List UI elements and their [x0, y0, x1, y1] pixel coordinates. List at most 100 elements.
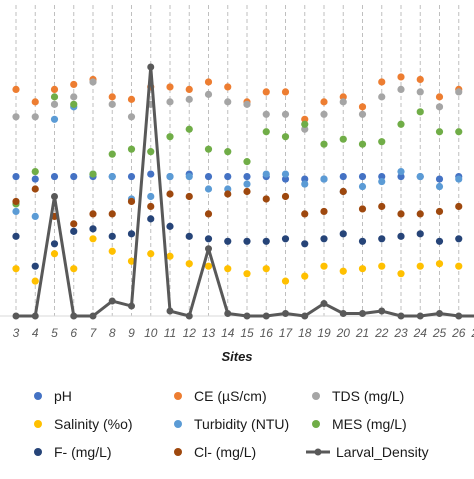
x-tick-label: 13	[202, 326, 216, 340]
salinity-o-point	[397, 270, 405, 278]
f-mg-l-point	[89, 225, 97, 233]
turbidity-ntu-point	[435, 182, 444, 191]
salinity-o-point	[435, 260, 444, 268]
turbidity-ntu-point	[397, 167, 405, 176]
ph-point	[358, 172, 367, 181]
cl-mg-l-point	[416, 210, 424, 218]
ph-point	[147, 170, 155, 178]
x-tick-label: 3	[13, 326, 20, 340]
x-tick-label: 19	[317, 326, 331, 340]
cl-mg-l-point	[89, 210, 97, 218]
cl-mg-l-point	[108, 210, 116, 218]
ce-s-cm-point	[166, 83, 174, 91]
ph-point	[127, 172, 136, 181]
ph-point	[50, 172, 59, 181]
turbidity-ntu-point	[50, 115, 59, 123]
legend-label-tds-mg-l: TDS (mg/L)	[332, 388, 404, 404]
f-mg-l-point	[108, 232, 116, 240]
x-tick-label: 20	[336, 326, 351, 340]
x-tick-label: 25	[432, 326, 447, 340]
cl-mg-l-point	[281, 192, 290, 201]
mes-mg-l-point	[185, 125, 193, 133]
ce-s-cm-point	[31, 98, 39, 106]
f-mg-l-point	[435, 237, 444, 245]
larval-density-point	[128, 302, 135, 310]
f-mg-l-point	[397, 232, 405, 240]
ce-s-cm-point	[224, 83, 232, 91]
f-mg-l-point	[185, 232, 193, 240]
larval-density-point	[205, 245, 212, 253]
ce-s-cm-point	[108, 93, 116, 101]
larval-density-point	[12, 312, 20, 320]
tds-mg-l-point	[281, 110, 290, 118]
tds-mg-l-point	[416, 88, 424, 96]
tds-mg-l-point	[204, 90, 213, 98]
ph-point	[12, 172, 20, 181]
cl-mg-l-point	[301, 210, 309, 218]
tds-mg-l-point	[397, 85, 405, 94]
x-tick-label: 17	[279, 326, 294, 340]
turbidity-ntu-point	[185, 172, 193, 181]
f-mg-l-point	[301, 240, 309, 248]
salinity-o-series	[12, 235, 463, 285]
mes-mg-l-point	[166, 133, 174, 141]
f-mg-l-point	[70, 227, 78, 235]
mes-mg-l-point	[147, 148, 155, 156]
mes-mg-l-point	[281, 133, 290, 141]
turbidity-ntu-point	[166, 172, 174, 181]
ce-s-cm-point	[127, 95, 136, 103]
larval-density-point	[31, 312, 39, 320]
legend-label-turbidity-ntu: Turbidity (NTU)	[194, 416, 289, 432]
mes-mg-l-point	[50, 93, 59, 101]
ce-s-cm-point	[204, 78, 213, 86]
x-tick-label: 6	[70, 326, 77, 340]
f-mg-l-point	[416, 230, 424, 238]
ce-s-cm-series	[12, 73, 463, 123]
cl-mg-l-point	[320, 207, 328, 216]
tds-mg-l-point	[455, 88, 463, 96]
larval-density-point	[378, 307, 386, 315]
x-tick-label: 14	[221, 326, 235, 340]
cl-mg-l-point	[127, 197, 136, 206]
x-tick-label: 26	[451, 326, 466, 340]
tds-mg-l-point	[378, 93, 386, 101]
cl-mg-l-point	[166, 190, 174, 198]
legend-swatch-ce-s-cm	[174, 392, 182, 400]
ph-point	[339, 172, 347, 181]
x-axis-ticks: 3 4 5 6 7 8 9 10 11 12 13 14 15 16 17 18 19 20 21 22 23 24 25 2…	[13, 326, 474, 340]
x-tick-label: 27	[470, 326, 474, 340]
tds-mg-l-point	[435, 103, 444, 111]
tds-mg-l-point	[12, 113, 20, 121]
tds-mg-l-point	[70, 93, 78, 101]
larval-density-point	[108, 297, 116, 305]
salinity-o-point	[127, 257, 136, 265]
mes-mg-l-point	[89, 170, 97, 178]
ce-s-cm-point	[262, 88, 270, 96]
ph-point	[224, 172, 232, 181]
cl-mg-l-point	[224, 190, 232, 198]
ce-s-cm-point	[320, 98, 328, 106]
ce-s-cm-point	[416, 75, 424, 84]
legend-label-cl-mg-l: Cl- (mg/L)	[194, 444, 256, 460]
ph-point	[378, 172, 386, 181]
cl-mg-l-point	[243, 187, 251, 196]
cl-mg-l-point	[31, 185, 39, 193]
cl-mg-l-point	[70, 220, 78, 228]
larval-density-point	[436, 310, 443, 318]
legend-swatch-mes-mg-l	[312, 420, 320, 428]
salinity-o-point	[147, 250, 155, 258]
turbidity-ntu-point	[416, 172, 424, 181]
salinity-o-point	[89, 235, 97, 243]
legend-swatch-f-mg-l	[34, 448, 42, 456]
mes-mg-l-point	[339, 135, 347, 143]
turbidity-ntu-point	[243, 180, 251, 188]
f-mg-l-point	[281, 235, 290, 243]
cl-mg-l-point	[147, 202, 155, 211]
ce-s-cm-point	[301, 115, 309, 123]
cl-mg-l-point	[455, 202, 463, 211]
mes-mg-l-series	[12, 93, 463, 208]
mes-mg-l-point	[320, 140, 328, 148]
turbidity-ntu-point	[147, 192, 155, 201]
f-mg-l-point	[204, 235, 213, 243]
tds-mg-l-point	[262, 110, 270, 118]
